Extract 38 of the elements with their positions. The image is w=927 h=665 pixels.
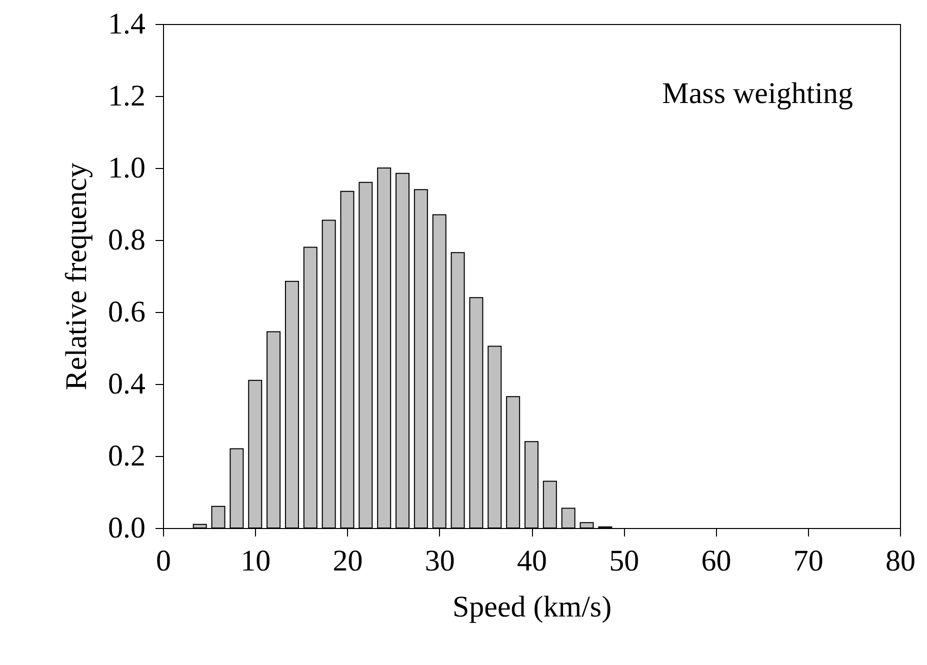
bar [266, 331, 281, 528]
y-tick-label: 0.6 [108, 296, 146, 328]
x-tick-label: 50 [609, 544, 640, 578]
y-tick-label: 0.0 [108, 512, 146, 544]
bar [450, 252, 465, 528]
y-tick-label: 1.2 [108, 80, 146, 112]
x-tick-label: 0 [156, 544, 171, 578]
y-tick-label: 1.4 [108, 8, 146, 40]
bar [322, 220, 336, 528]
bar [284, 280, 299, 528]
y-tick-label: 1.0 [108, 152, 146, 184]
annotation: Mass weighting [662, 77, 853, 110]
x-tick-label: 70 [793, 544, 824, 578]
bar [542, 480, 557, 528]
bar [211, 506, 226, 528]
x-tick-label: 40 [517, 544, 547, 578]
bar [469, 297, 484, 528]
y-axis-title: Relative frequency [60, 162, 93, 390]
y-tick-label: 0.4 [108, 368, 146, 400]
bar [303, 246, 318, 528]
x-tick-label: 10 [240, 544, 271, 578]
bar [358, 182, 373, 528]
bar [580, 522, 594, 528]
x-tick-label: 60 [701, 544, 732, 578]
bar [561, 508, 576, 528]
y-tick-label: 0.2 [108, 440, 146, 472]
x-tick-label: 30 [424, 544, 455, 578]
bar [488, 346, 502, 528]
bar [192, 524, 207, 528]
y-tick-label: 0.8 [108, 224, 146, 256]
bar [396, 172, 410, 528]
bar [506, 396, 520, 528]
bar [230, 448, 244, 528]
x-axis-title: Speed (km/s) [452, 590, 612, 624]
x-tick-label: 20 [332, 544, 363, 578]
bar [414, 189, 428, 528]
bar [377, 168, 392, 528]
x-tick-label: 80 [886, 544, 916, 578]
